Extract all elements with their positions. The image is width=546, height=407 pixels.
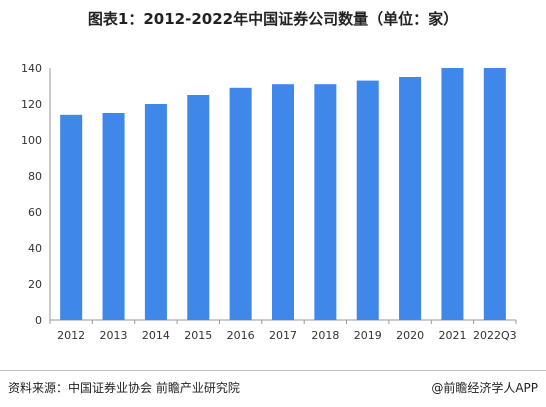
x-tick-label: 2013 [100,329,128,342]
x-tick-label: 2020 [396,329,424,342]
y-tick-label: 120 [21,98,42,111]
x-tick-labels: 2012 2013 2014 2015 2016 2017 2018 2019 2020 2021… [57,329,516,342]
x-tick-label: 2022Q3 [473,329,517,342]
x-tick-label: 2017 [269,329,297,342]
y-tick-label: 60 [28,206,42,219]
x-tick-marks [49,320,517,324]
x-tick-label: 2014 [142,329,170,342]
bar-2017 [271,84,295,320]
bar-2014 [144,104,167,320]
y-tick-label: 40 [28,242,42,255]
bar-2021 [441,68,464,320]
bar-2015 [187,95,210,320]
x-tick-label: 2018 [311,329,339,342]
source-note: 资料来源：中国证券业协会 前瞻产业研究院 [8,381,240,395]
y-tick-label: 20 [28,278,42,291]
x-tick-label: 2021 [438,329,466,342]
bar-2013 [102,113,125,320]
bar-2018 [314,84,337,320]
chart-title: 图表1：2012-2022年中国证券公司数量（单位：家） [87,10,459,28]
brand-credit: @前瞻经济学人APP [431,381,538,395]
footer: 资料来源：中国证券业协会 前瞻产业研究院 @前瞻经济学人APP [0,370,546,407]
y-tick-labels: 0 20 40 60 80 100 120 140 [21,62,42,327]
footer-divider [0,370,546,371]
bar-2012 [60,114,83,320]
bar-2016 [229,87,252,320]
bar-2019 [356,80,379,320]
bars [60,68,506,320]
x-tick-label: 2016 [227,329,255,342]
x-tick-label: 2012 [57,329,85,342]
y-tick-label: 0 [35,314,42,327]
x-tick-label: 2015 [184,329,212,342]
y-tick-label: 140 [21,62,42,75]
y-tick-label: 100 [21,134,42,147]
y-tick-label: 80 [28,170,42,183]
x-tick-label: 2019 [354,329,382,342]
bar-2022Q3 [483,68,506,320]
bar-2020 [399,77,422,320]
